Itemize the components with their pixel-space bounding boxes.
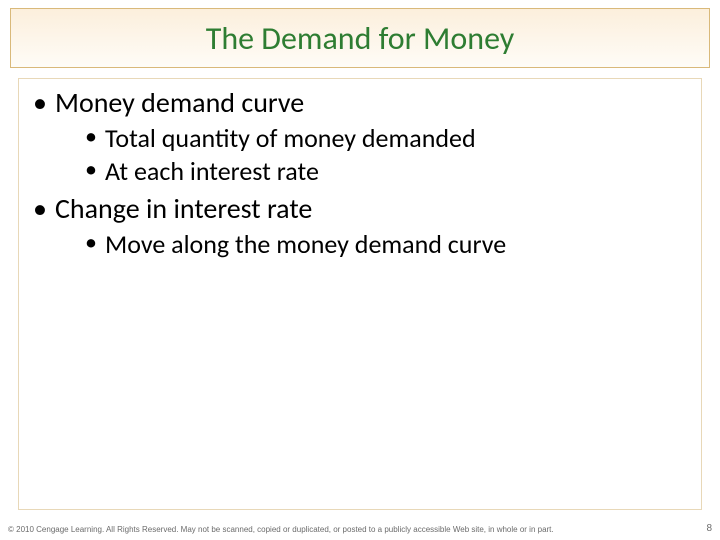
sub-list: Move along the money demand curve [55, 228, 691, 261]
copyright-footer: © 2010 Cengage Learning. All Rights Rese… [8, 525, 696, 534]
slide-title: The Demand for Money [206, 19, 515, 58]
bullet-text: Change in interest rate [55, 191, 312, 226]
title-box: The Demand for Money [10, 8, 710, 68]
list-item: At each interest rate [83, 155, 691, 188]
list-item: Change in interest rate Move along the m… [29, 191, 691, 261]
slide: The Demand for Money Money demand curve … [0, 0, 720, 540]
list-item: Move along the money demand curve [83, 228, 691, 261]
list-item: Total quantity of money demanded [83, 122, 691, 155]
bullet-text: Total quantity of money demanded [105, 122, 476, 154]
body-area: Money demand curve Total quantity of mon… [18, 78, 702, 510]
bullet-text: Move along the money demand curve [105, 228, 506, 260]
page-number: 8 [706, 523, 712, 534]
sub-list: Total quantity of money demanded At each… [55, 122, 691, 187]
bullet-text: Money demand curve [55, 85, 304, 120]
list-item: Money demand curve Total quantity of mon… [29, 85, 691, 187]
bullet-text: At each interest rate [105, 155, 319, 187]
bullet-list: Money demand curve Total quantity of mon… [29, 85, 691, 261]
